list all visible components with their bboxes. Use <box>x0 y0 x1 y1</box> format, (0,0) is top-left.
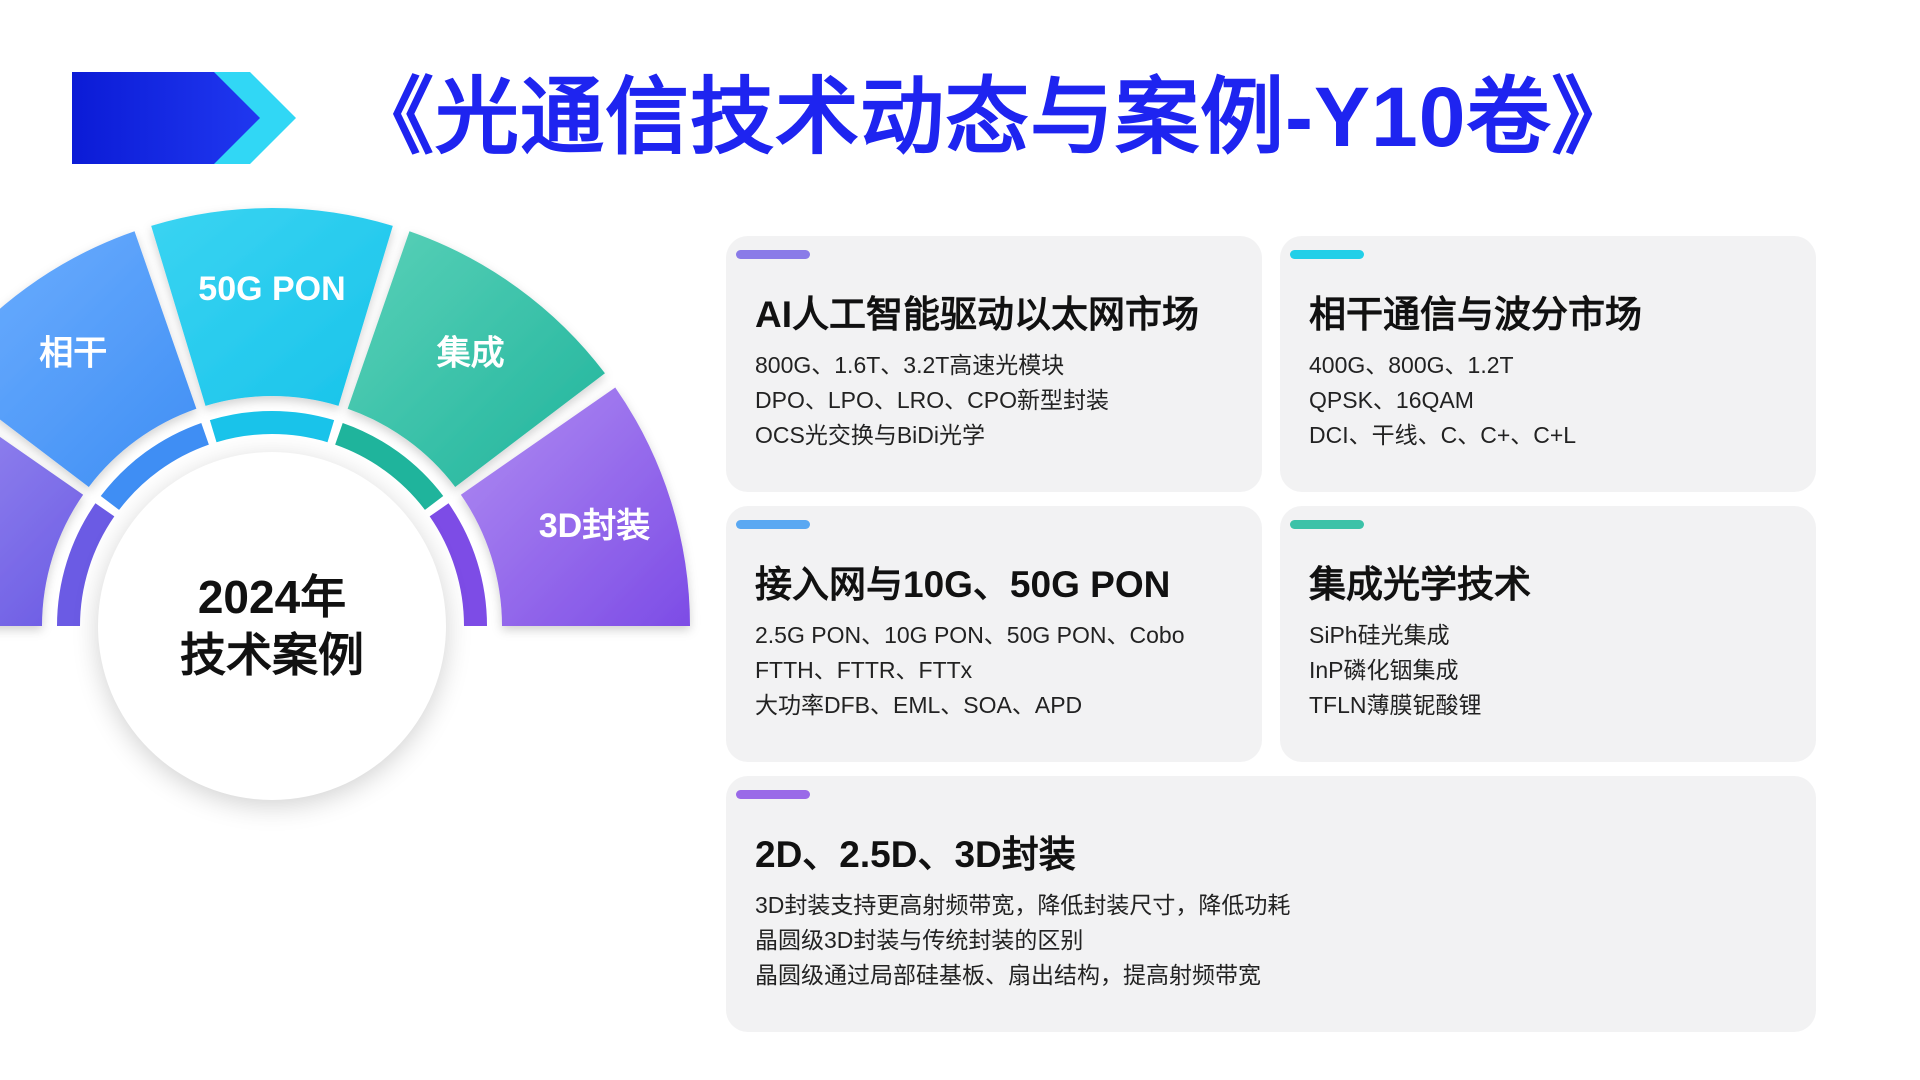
card-line: 晶圆级通过局部硅基板、扇出结构，提高射频带宽 <box>755 962 1261 988</box>
card-accent-bar <box>1290 520 1364 529</box>
card-line: 大功率DFB、EML、SOA、APD <box>755 692 1083 718</box>
center-label-year: 2024年 <box>197 571 347 623</box>
card-line: SiPh硅光集成 <box>1309 622 1450 648</box>
card-line: OCS光交换与BiDi光学 <box>755 422 986 448</box>
wheel-inner-ring-3 <box>335 422 444 510</box>
card-title: 2D、2.5D、3D封装 <box>755 834 1076 875</box>
card-accent-bar <box>736 520 810 529</box>
card-ai-ethernet: AI人工智能驱动以太网市场 800G、1.6T、3.2T高速光模块 DPO、LP… <box>726 236 1262 492</box>
card-accent-bar <box>736 250 810 259</box>
card-line: FTTH、FTTR、FTTx <box>755 657 973 683</box>
card-line: InP磷化铟集成 <box>1309 657 1459 683</box>
wheel-segment-1 <box>0 231 197 487</box>
card-accent-bar <box>736 790 810 799</box>
card-line: QPSK、16QAM <box>1309 387 1474 413</box>
card-coherent-wdm: 相干通信与波分市场 400G、800G、1.2T QPSK、16QAM DCI、… <box>1280 236 1816 492</box>
header-arrow-decoration <box>72 72 296 164</box>
card-accent-bar <box>1290 250 1364 259</box>
wheel-segment-label: 集成 <box>436 335 505 373</box>
page-title: 《光通信技术动态与案例-Y10卷》 <box>350 70 1637 164</box>
wheel-segment-label: 相干 <box>39 335 107 373</box>
wheel-segment-2 <box>151 207 393 406</box>
wheel-inner-ring-0 <box>57 503 115 626</box>
card-line: 晶圆级3D封装与传统封装的区别 <box>755 927 1084 953</box>
card-line: DPO、LPO、LRO、CPO新型封装 <box>755 387 1109 413</box>
wheel-segment-label: 50G PON <box>198 270 345 308</box>
card-line: 3D封装支持更高射频带宽，降低封装尺寸，降低功耗 <box>755 892 1291 918</box>
wheel-inner-ring-4 <box>429 503 487 626</box>
wheel-segment-4 <box>460 387 690 626</box>
wheel-segment-0 <box>0 436 84 626</box>
center-circle: 2024年 技术案例 <box>98 452 446 800</box>
card-title: 相干通信与波分市场 <box>1309 294 1642 335</box>
card-line: TFLN薄膜铌酸锂 <box>1309 692 1482 718</box>
card-title: 接入网与10G、50G PON <box>755 564 1171 605</box>
wheel-inner-ring-2 <box>209 411 335 443</box>
wheel-segment-3 <box>347 231 605 487</box>
card-integrated-optics: 集成光学技术 SiPh硅光集成 InP磷化铟集成 TFLN薄膜铌酸锂 <box>1280 506 1816 762</box>
card-title: 集成光学技术 <box>1309 564 1531 605</box>
center-label-topic: 技术案例 <box>180 629 364 681</box>
wheel-segment-label: 3D封装 <box>539 507 650 545</box>
card-title: AI人工智能驱动以太网市场 <box>755 294 1199 335</box>
card-line: DCI、干线、C、C+、C+L <box>1309 422 1577 448</box>
card-line: 400G、800G、1.2T <box>1309 352 1514 378</box>
card-line: 2.5G PON、10G PON、50G PON、Cobo <box>755 622 1185 648</box>
card-line: 800G、1.6T、3.2T高速光模块 <box>755 352 1065 378</box>
wheel-inner-ring-1 <box>100 422 209 510</box>
card-3d-packaging: 2D、2.5D、3D封装 3D封装支持更高射频带宽，降低封装尺寸，降低功耗 晶圆… <box>726 776 1816 1032</box>
card-access-pon: 接入网与10G、50G PON 2.5G PON、10G PON、50G PON… <box>726 506 1262 762</box>
